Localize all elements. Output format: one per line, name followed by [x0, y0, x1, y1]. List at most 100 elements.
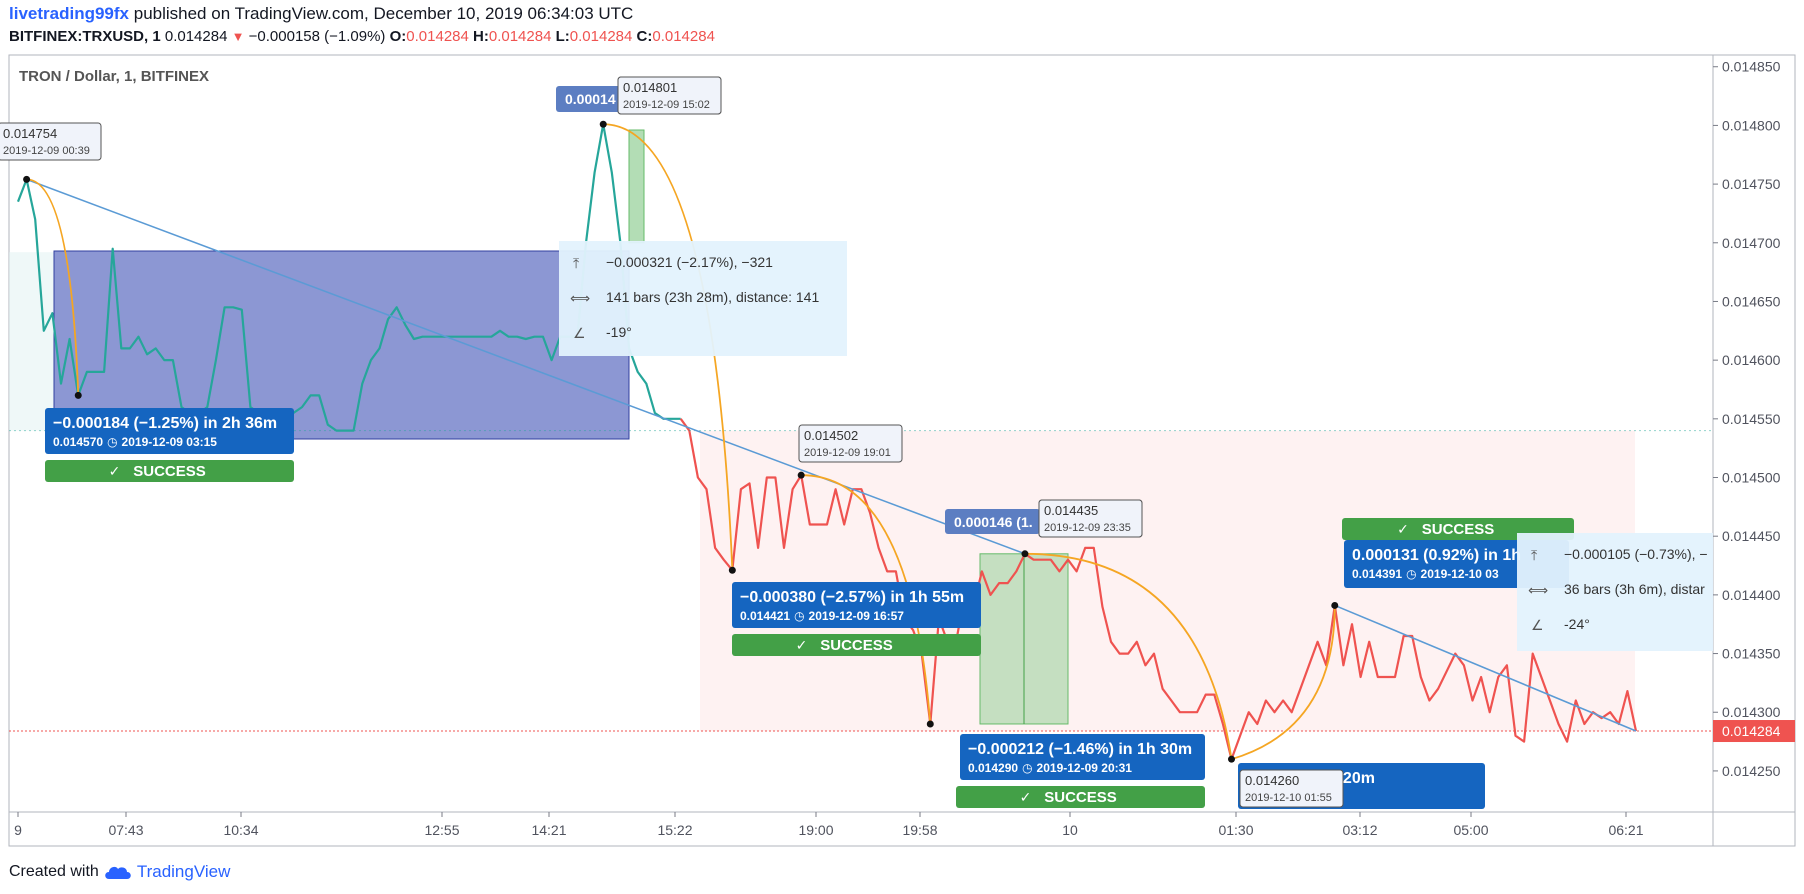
info-box-1 — [1517, 533, 1713, 651]
small-tag-box-0 — [556, 86, 621, 112]
published-text: published on TradingView.com, December 1… — [133, 4, 634, 23]
down-arrow-icon: ▼ — [231, 29, 245, 44]
move-label-sub-4: 0.014391 ◷ 2019-12-10 03 — [1352, 567, 1499, 581]
point-label-top-time-3: 2019-12-09 23:35 — [1044, 522, 1131, 534]
last-price: 0.014284 — [164, 28, 228, 45]
success-label-1: SUCCESS — [820, 637, 893, 654]
x-tick-label-10: 03:12 — [1342, 822, 1377, 838]
open-value: 0.014284 — [406, 28, 469, 45]
chart-frame — [8, 54, 1796, 847]
info-box-0 — [559, 241, 847, 356]
info-angle-0: -19° — [606, 324, 632, 340]
y-tick-label-8: 0.014450 — [1722, 528, 1781, 544]
y-tick-label-11: 0.014300 — [1722, 704, 1781, 720]
clock-icon: ◷ — [107, 435, 118, 449]
pivot-point-4 — [797, 471, 805, 479]
move-sub-price-2: 0.014290 — [968, 761, 1018, 775]
move-label-main-0: −0.000184 (−1.25%) in 2h 36m — [53, 415, 277, 432]
range-icon-1: ⤒ — [1531, 547, 1537, 563]
point-label-box-overlay — [1239, 769, 1344, 808]
move-sub-time-1: 2019-12-09 16:57 — [809, 609, 905, 623]
pivot-point-2 — [599, 120, 607, 128]
left-pale-zone — [9, 252, 54, 431]
y-tick-label-1: 0.014800 — [1722, 117, 1781, 133]
angle-icon-0: ∠ — [573, 325, 586, 341]
drawings — [9, 120, 1713, 763]
symbol-line: BITFINEX:TRXUSD, 1 0.014284 ▼ −0.000158 … — [9, 28, 715, 45]
move-label-box-0 — [45, 408, 294, 454]
author-link[interactable]: livetrading99fx — [9, 4, 129, 23]
point-label-top-time-1: 2019-12-09 15:02 — [623, 99, 710, 111]
y-tick-label-5: 0.014600 — [1722, 352, 1781, 368]
y-tick-label-3: 0.014700 — [1722, 235, 1781, 251]
move-arc-1 — [603, 123, 734, 571]
created-with-text: Created with — [9, 863, 99, 880]
point-label-time-2: 2019-12-09 19:01 — [804, 447, 891, 459]
x-tick-label-5: 15:22 — [657, 822, 692, 838]
bars-icon-0: ⟺ — [570, 290, 590, 306]
price-range-box — [53, 250, 630, 440]
point-label-time-0: 2019-12-09 00:39 — [3, 145, 90, 157]
y-tick-label-9: 0.014400 — [1722, 587, 1781, 603]
price-line-series-1 — [679, 418, 1638, 761]
y-tick-label-0: 0.014850 — [1722, 59, 1781, 75]
price-axis[interactable]: 0.014850 0.014800 0.014750 0.014700 0.014650… — [1713, 59, 1795, 779]
low-label: L: — [555, 28, 570, 45]
y-tick-label-7: 0.014500 — [1722, 470, 1781, 486]
range-icon-0: ⤒ — [573, 255, 579, 271]
move-label-main-4: 0.000131 (0.92%) in 1h — [1352, 547, 1521, 564]
move-arc-0 — [26, 178, 80, 396]
current-price-tag — [1713, 720, 1795, 743]
move-label-sub-2: 0.014290 ◷ 2019-12-09 20:31 — [968, 761, 1132, 775]
check-icon-1: ✓ — [796, 637, 808, 653]
pivot-point-0 — [23, 175, 31, 183]
clock-icon: ◷ — [1022, 761, 1033, 775]
x-tick-label-6: 19:00 — [798, 822, 833, 838]
x-tick-label-1: 07:43 — [108, 822, 143, 838]
move-arc-4 — [1231, 605, 1336, 761]
point-label-box-2 — [798, 424, 903, 463]
x-tick-label-2: 10:34 — [223, 822, 258, 838]
current-price-label: 0.014284 — [1722, 723, 1781, 739]
y-tick-label-2: 0.014750 — [1722, 176, 1781, 192]
footer: Created with TradingView — [9, 862, 230, 882]
publish-line: livetrading99fx published on TradingView… — [9, 4, 633, 24]
annotation-labels: 0.014754 2019-12-09 00:39 0.014801 2019-12-… — [0, 76, 1713, 809]
move-label-sub-1: 0.014421 ◷ 2019-12-09 16:57 — [740, 609, 904, 623]
check-icon-0: ✓ — [109, 463, 121, 479]
move-arc-3 — [1024, 552, 1233, 760]
small-tag-text-1: 0.000146 (1. — [954, 514, 1033, 530]
point-label-time-overlay: 2019-12-10 01:55 — [1245, 792, 1332, 804]
small-tag-text-0: 0.00014 — [565, 91, 616, 107]
move-label-box-4 — [1344, 540, 1569, 588]
move-sub-time-2: 2019-12-09 20:31 — [1037, 761, 1133, 775]
check-icon-4: ✓ — [1397, 521, 1409, 537]
low-value: 0.014284 — [569, 28, 633, 45]
success-label-2: SUCCESS — [1044, 789, 1117, 806]
trend-line-1 — [26, 178, 1026, 555]
pivot-point-5 — [926, 720, 934, 728]
price-change: −0.000158 (−1.09%) — [248, 28, 386, 45]
bars-icon-1: ⟺ — [1528, 582, 1548, 598]
high-label: H: — [473, 28, 489, 45]
small-tag-box-1 — [945, 509, 1040, 534]
angle-icon-1: ∠ — [1531, 617, 1544, 633]
success-badge-4 — [1342, 518, 1574, 540]
success-badge-2 — [956, 786, 1205, 808]
x-tick-label-8: 10 — [1062, 822, 1078, 838]
success-label-0: SUCCESS — [133, 463, 206, 480]
point-label-box-0 — [0, 122, 102, 161]
move-label-sub-0: 0.014570 ◷ 2019-12-09 03:15 — [53, 435, 217, 449]
x-tick-label-4: 14:21 — [531, 822, 566, 838]
pivot-point-1 — [74, 391, 82, 399]
point-label-top-box-1 — [617, 76, 722, 115]
time-axis[interactable]: 9 07:43 10:34 12:55 14:21 15:22 19:00 19:58 10 01… — [14, 812, 1644, 838]
move-label-main-1: −0.000380 (−2.57%) in 1h 55m — [740, 589, 964, 606]
success-badge-0 — [45, 460, 294, 482]
move-sub-price-4: 0.014391 — [1352, 567, 1402, 581]
tradingview-link[interactable]: TradingView — [136, 862, 231, 881]
move-sub-time-4: 2019-12-10 03 — [1421, 567, 1499, 581]
move-label-box-2 — [960, 734, 1205, 780]
pivot-point-6 — [1021, 550, 1029, 558]
